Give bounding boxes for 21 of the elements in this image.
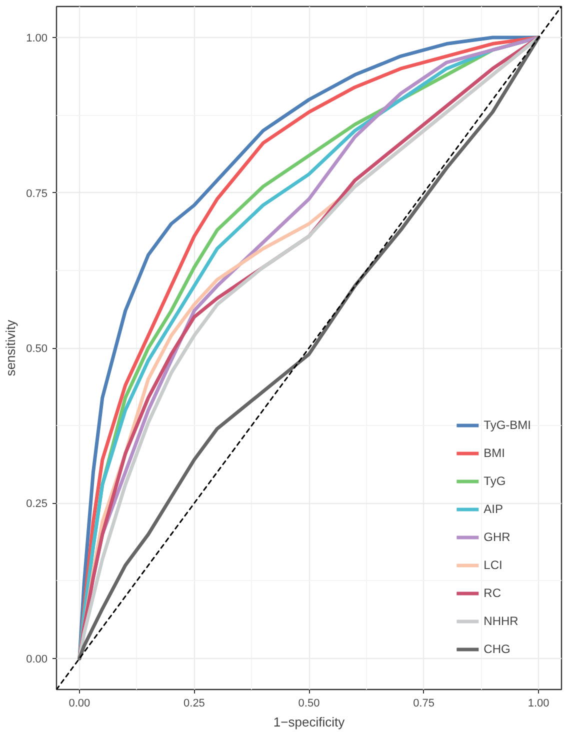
y-axis-title: sensitivity	[3, 319, 18, 376]
legend-label: BMI	[484, 446, 505, 460]
y-tick-label: 1.00	[26, 32, 48, 45]
x-tick-label: 0.75	[413, 698, 434, 710]
y-tick-label: 0.75	[26, 188, 48, 200]
legend-label: RC	[484, 586, 502, 600]
legend-label: AIP	[484, 502, 504, 516]
legend-label: TyG	[484, 474, 506, 488]
legend-label: LCI	[484, 558, 504, 572]
y-tick-label: 0.50	[26, 343, 48, 355]
legend-label: CHG	[484, 642, 510, 656]
legend-label: NHHR	[484, 614, 518, 628]
x-tick-label: 1.00	[528, 698, 550, 710]
x-tick-label: 0.00	[68, 698, 90, 710]
y-tick-label: 0.25	[26, 498, 48, 510]
x-tick-label: 0.25	[184, 698, 205, 710]
x-axis-title: 1−specificity	[273, 714, 346, 730]
legend-label: TyG-BMI	[484, 418, 531, 432]
y-tick-label: 0.00	[26, 653, 48, 666]
legend-label: GHR	[484, 530, 510, 544]
x-tick-label: 0.50	[298, 698, 320, 710]
